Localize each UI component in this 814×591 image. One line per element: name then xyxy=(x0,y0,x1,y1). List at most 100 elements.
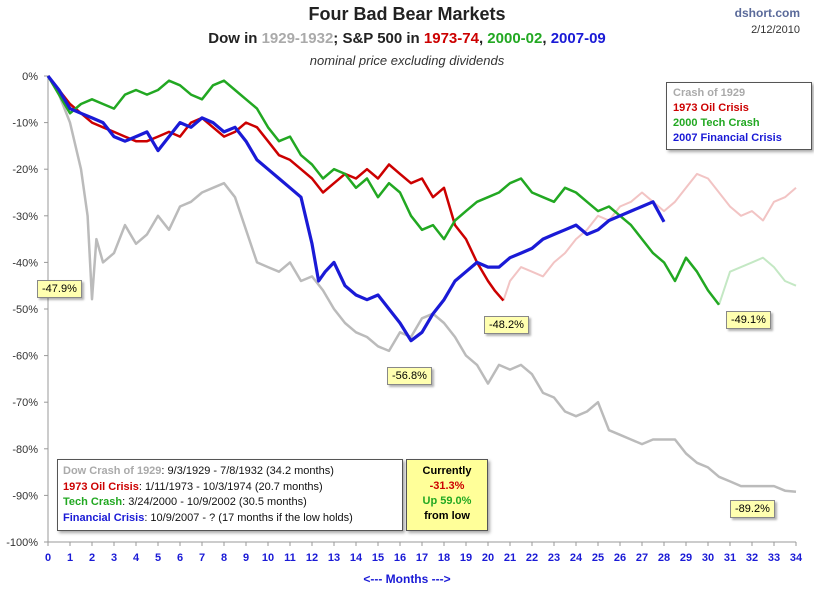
chart-subtitle: Dow in 1929-1932; S&P 500 in 1973-74, 20… xyxy=(0,30,814,47)
x-tick-label: 31 xyxy=(724,552,736,564)
x-tick-label: 24 xyxy=(570,552,583,564)
x-tick-label: 6 xyxy=(177,552,183,564)
info-line-2007: Financial Crisis: 10/9/2007 - ? (17 mont… xyxy=(63,511,353,527)
current-status-box: Currently -31.3% Up 59.0% from low xyxy=(406,459,488,531)
current-from: from low xyxy=(424,510,470,522)
x-tick-label: 10 xyxy=(262,552,274,564)
x-tick-label: 13 xyxy=(328,552,340,564)
chart-tick-labels: 0% -10% -20% -30% -40% -50% -60% -70% -80% -90% -1… xyxy=(6,71,803,564)
current-value: -31.3% xyxy=(429,480,465,492)
x-tick-label: 19 xyxy=(460,552,472,564)
current-label: Currently xyxy=(422,465,472,477)
callout-1929-end: -89.2% xyxy=(730,500,775,518)
x-tick-label: 28 xyxy=(658,552,670,564)
x-tick-label: 27 xyxy=(636,552,648,564)
x-tick-label: 17 xyxy=(416,552,428,564)
subtitle-part: , xyxy=(542,30,551,47)
y-tick-label: -40% xyxy=(12,257,38,269)
x-tick-label: 26 xyxy=(614,552,626,564)
y-tick-label: -70% xyxy=(12,397,38,409)
x-tick-label: 5 xyxy=(155,552,161,564)
info-label-2007: Financial Crisis xyxy=(63,511,145,524)
x-axis-label: <--- Months ---> xyxy=(363,572,451,586)
x-tick-label: 7 xyxy=(199,552,205,564)
series-1973-line xyxy=(47,75,505,302)
legend-item-1973: 1973 Oil Crisis xyxy=(673,102,749,114)
x-tick-label: 34 xyxy=(790,552,803,564)
legend-item-2007: 2007 Financial Crisis xyxy=(673,132,782,144)
chart-ghost-series xyxy=(502,172,797,306)
x-tick-label: 22 xyxy=(526,552,538,564)
series-2007-line xyxy=(46,75,666,343)
x-tick-label: 1 xyxy=(67,552,73,564)
chart-series xyxy=(46,75,797,493)
y-tick-label: 0% xyxy=(22,71,38,83)
subtitle-1973: 1973-74 xyxy=(423,30,479,47)
subtitle-1929: 1929-1932 xyxy=(261,30,334,47)
info-text-2007: : 10/9/2007 - ? (17 months if the low ho… xyxy=(144,511,353,524)
ghost-series-line xyxy=(718,256,797,306)
chart-legend: Crash of 1929 1973 Oil Crisis 2000 Tech … xyxy=(666,82,812,150)
info-label-1973: 1973 Oil Crisis xyxy=(63,480,139,493)
info-label-2000: Tech Crash xyxy=(63,496,123,508)
x-tick-label: 8 xyxy=(221,552,227,564)
x-tick-label: 3 xyxy=(111,552,117,564)
info-line-1973: 1973 Oil Crisis: 1/11/1973 - 10/3/1974 (… xyxy=(63,480,353,496)
subtitle-part: , xyxy=(478,30,488,47)
x-tick-label: 18 xyxy=(438,552,450,564)
legend-item-1929: Crash of 1929 xyxy=(673,87,746,99)
subtitle-part: Dow in xyxy=(208,30,262,47)
info-text-1973: : 1/11/1973 - 10/3/1974 (20.7 months) xyxy=(138,480,323,493)
ghost-series-line xyxy=(502,172,797,301)
callout-2007-low: -56.8% xyxy=(387,367,432,385)
x-tick-label: 32 xyxy=(746,552,758,564)
y-tick-label: -60% xyxy=(12,351,38,363)
x-tick-label: 23 xyxy=(548,552,560,564)
x-tick-label: 30 xyxy=(702,552,714,564)
x-tick-label: 9 xyxy=(243,552,249,564)
x-tick-label: 15 xyxy=(372,552,384,564)
x-tick-label: 20 xyxy=(482,552,494,564)
periods-info-box: Dow Crash of 1929: 9/3/1929 - 7/8/1932 (… xyxy=(57,459,403,531)
date-label: 2/12/2010 xyxy=(751,24,800,36)
x-tick-label: 16 xyxy=(394,552,406,564)
callout-1929-low: -47.9% xyxy=(37,280,82,298)
x-tick-label: 12 xyxy=(306,552,318,564)
x-tick-label: 11 xyxy=(284,552,296,564)
y-tick-label: -30% xyxy=(12,211,38,223)
x-tick-label: 25 xyxy=(592,552,604,564)
x-tick-label: 14 xyxy=(350,552,363,564)
y-tick-label: -20% xyxy=(12,164,38,176)
x-tick-label: 21 xyxy=(504,552,516,564)
x-tick-label: 2 xyxy=(89,552,95,564)
brand-label: dshort.com xyxy=(734,6,800,20)
info-label-1929: Dow Crash of 1929 xyxy=(63,465,162,477)
x-tick-label: 0 xyxy=(45,552,51,564)
callout-2000-low: -49.1% xyxy=(726,311,771,329)
y-tick-label: -50% xyxy=(12,304,38,316)
x-tick-label: 29 xyxy=(680,552,692,564)
info-text-1929: : 9/3/1929 - 7/8/1932 (34.2 months) xyxy=(161,465,334,477)
chart-title: Four Bad Bear Markets xyxy=(308,4,506,24)
chart-note: nominal price excluding dividends xyxy=(309,53,505,68)
subtitle-part: ; S&P 500 in xyxy=(333,30,424,47)
info-text-2000: : 3/24/2000 - 10/9/2002 (30.5 months) xyxy=(122,496,307,508)
periods-info-lines: Dow Crash of 1929: 9/3/1929 - 7/8/1932 (… xyxy=(63,464,353,526)
series-1929-line xyxy=(46,75,797,493)
callout-1973-low: -48.2% xyxy=(484,316,529,334)
subtitle-2000: 2000-02 xyxy=(487,30,543,47)
y-tick-label: -90% xyxy=(12,490,38,502)
chart-axes xyxy=(44,75,797,546)
info-line-2000: Tech Crash: 3/24/2000 - 10/9/2002 (30.5 … xyxy=(63,495,353,511)
current-up: Up 59.0% xyxy=(422,495,472,507)
y-tick-label: -10% xyxy=(12,118,38,130)
y-tick-label: -100% xyxy=(6,537,38,549)
legend-item-2000: 2000 Tech Crash xyxy=(673,117,760,129)
y-tick-label: -80% xyxy=(12,444,38,456)
subtitle-2007: 2007-09 xyxy=(550,30,606,47)
series-2000-line xyxy=(46,75,720,306)
x-tick-label: 4 xyxy=(133,552,140,564)
info-line-1929: Dow Crash of 1929: 9/3/1929 - 7/8/1932 (… xyxy=(63,464,353,480)
x-tick-label: 33 xyxy=(768,552,780,564)
